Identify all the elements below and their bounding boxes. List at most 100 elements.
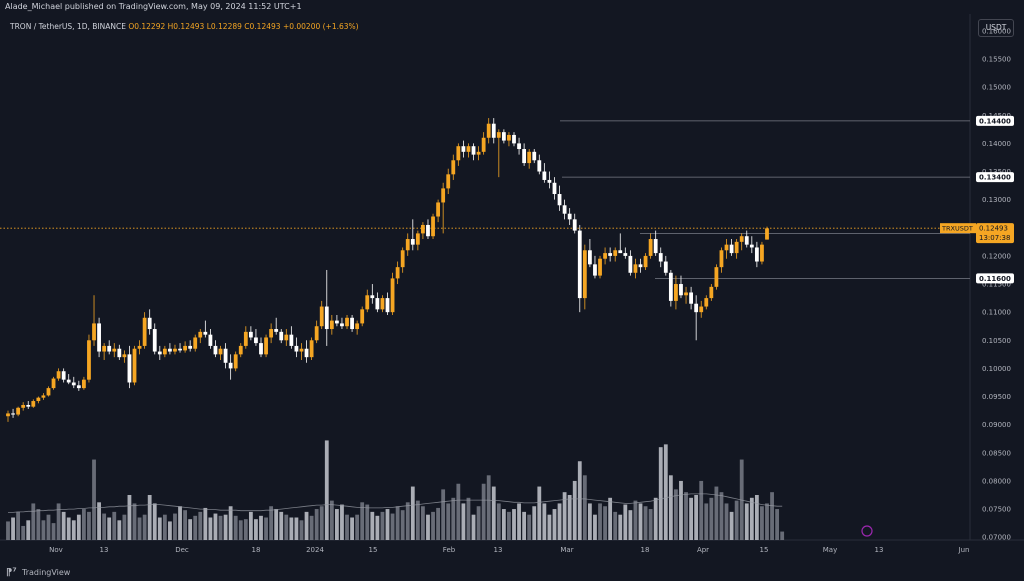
volume-bar <box>709 497 714 540</box>
volume-bar <box>309 515 314 540</box>
volume-bar <box>61 511 66 540</box>
candle-body <box>537 160 542 172</box>
y-tick-label: 0.11500 <box>982 281 1011 289</box>
candle-body <box>446 174 451 189</box>
ohlc-high: H0.12493 <box>167 22 205 31</box>
candle-body <box>491 123 496 138</box>
volume-bar <box>259 515 263 540</box>
candle-body <box>213 345 218 355</box>
candle-body <box>380 298 385 310</box>
y-tick-label: 0.15500 <box>982 56 1011 64</box>
y-tick-label: 0.14000 <box>982 140 1011 148</box>
volume-bar <box>476 506 481 540</box>
candle-body <box>471 146 476 155</box>
candle-body <box>289 334 294 346</box>
volume-bar <box>183 510 187 540</box>
y-tick-label: 0.08500 <box>982 449 1011 457</box>
candle-body <box>137 345 142 349</box>
volume-bar <box>71 520 76 540</box>
candle-body <box>6 413 10 417</box>
volume-bar <box>203 507 208 540</box>
volume-bar <box>208 517 213 540</box>
volume-bar <box>46 514 51 540</box>
price-chart[interactable]: 0.16000 0.15500 0.15000 0.14500 0.14000 0.135… <box>0 0 1024 564</box>
volume-bar <box>628 510 633 540</box>
volume-bar <box>92 459 96 540</box>
volume-bar <box>608 497 613 540</box>
candle-body <box>243 331 248 346</box>
candle-body <box>26 404 31 407</box>
candle-body <box>82 379 86 389</box>
volume-bar <box>157 517 162 540</box>
y-tick-label: 0.13000 <box>982 196 1011 204</box>
candle-body <box>345 317 349 327</box>
candle-body <box>309 340 314 358</box>
candle-body <box>658 253 663 262</box>
candle-body <box>21 404 26 408</box>
candle-body <box>16 407 21 415</box>
volume-bar <box>547 514 552 540</box>
footer: ⁋⁷ TradingView <box>0 564 1024 581</box>
volume-bar <box>193 515 198 540</box>
volume-bar <box>304 511 309 540</box>
volume-bar <box>724 503 729 540</box>
candle-body <box>269 329 274 338</box>
candle-body <box>208 334 213 346</box>
volume-bar <box>178 506 182 540</box>
volume-bar <box>279 511 284 540</box>
volume-bar <box>593 514 597 540</box>
flash-icon <box>861 525 873 537</box>
volume-bar <box>456 483 461 540</box>
candle-body <box>92 323 96 341</box>
volume-bar <box>582 475 587 540</box>
volume-bar <box>522 511 527 540</box>
candle-body <box>598 258 602 276</box>
volume-bar <box>112 511 117 540</box>
price-line-label-bg <box>976 115 1014 126</box>
volume-bar <box>314 509 319 540</box>
candle-body <box>481 137 486 152</box>
candle-body <box>248 331 253 338</box>
candle-body <box>284 334 289 341</box>
volume-bar <box>238 520 243 540</box>
candle-body <box>329 320 334 330</box>
candle-body <box>501 132 506 141</box>
currency-unit-button[interactable]: USDT <box>978 19 1014 37</box>
candle-body <box>259 343 263 355</box>
volume-bar <box>441 489 446 540</box>
volume-bar <box>507 511 511 540</box>
volume-bar <box>319 506 324 540</box>
candle-body <box>517 143 521 150</box>
candle-body <box>405 239 410 251</box>
volume-ma-line <box>8 493 783 513</box>
candle-body <box>107 345 112 352</box>
volume-bar <box>117 520 122 540</box>
candle-body <box>375 298 380 310</box>
candle-body <box>557 194 562 206</box>
volume-bar <box>102 513 107 540</box>
volume-bar <box>299 520 304 540</box>
candle-body <box>749 244 754 248</box>
symbol-tag-bg <box>940 223 976 234</box>
volume-bar <box>684 492 688 540</box>
candle-body <box>71 382 76 386</box>
volume-bar <box>335 509 339 540</box>
tradingview-logo-icon: ⁋⁷ <box>6 567 17 578</box>
volume-bar <box>780 531 785 540</box>
volume-bar <box>744 503 749 540</box>
volume-bar <box>107 517 112 540</box>
candle-body <box>228 362 233 369</box>
volume-bar <box>324 440 329 540</box>
volume-bar <box>588 503 592 540</box>
volume-bar <box>355 514 360 540</box>
candle-body <box>486 123 491 138</box>
volume-bar <box>501 509 506 540</box>
candle-body <box>294 345 299 352</box>
candle-body <box>739 236 744 242</box>
candle-body <box>304 348 309 358</box>
candle-body <box>142 317 147 346</box>
x-tick-label: 15 <box>369 546 378 554</box>
volume-bar <box>451 497 456 540</box>
volume-bar <box>562 492 567 540</box>
x-tick-label: 15 <box>760 546 769 554</box>
